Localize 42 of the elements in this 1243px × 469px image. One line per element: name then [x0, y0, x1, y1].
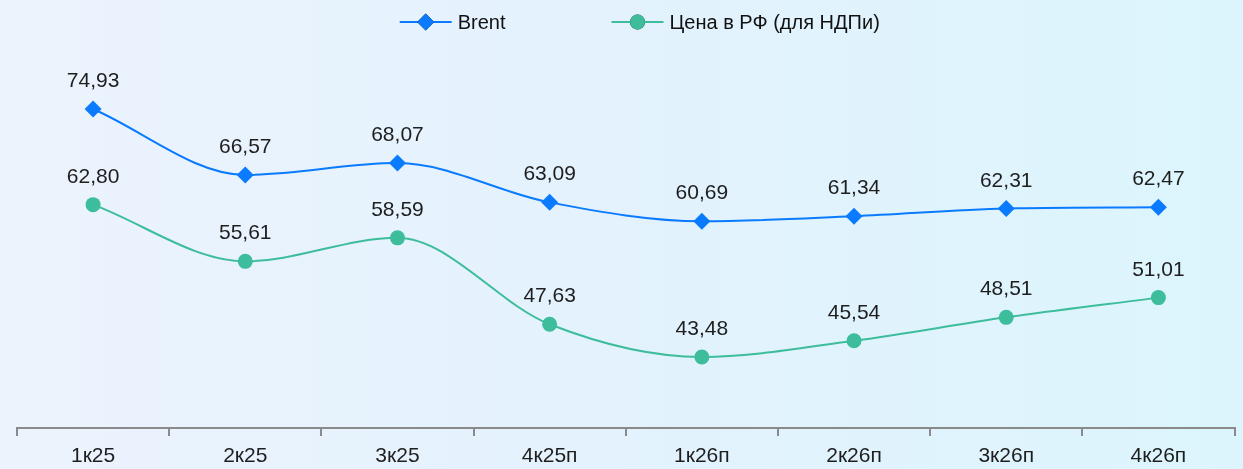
point: [84, 100, 102, 118]
point: [85, 197, 101, 213]
point: [541, 193, 559, 211]
data-label: 48,51: [979, 276, 1033, 300]
point: [693, 212, 711, 230]
point: [542, 316, 558, 332]
x-tick-label: 4к25п: [521, 443, 578, 467]
data-label: 61,34: [827, 175, 881, 199]
data-label: 60,69: [675, 180, 729, 204]
data-label: 62,47: [1132, 166, 1185, 190]
point: [845, 207, 863, 225]
point: [1149, 198, 1167, 216]
data-label: 45,54: [827, 299, 881, 323]
x-tick-label: 3к26п: [978, 443, 1035, 467]
x-tick-label: 4к26п: [1130, 443, 1187, 467]
x-tick-label: 1к26п: [674, 443, 730, 467]
legend-label: Цена в РФ (для НДПи): [669, 10, 880, 33]
point: [237, 253, 253, 269]
x-tick-label: 1к25: [70, 443, 116, 467]
point: [694, 349, 710, 365]
point: [388, 154, 406, 172]
x-tick-label: 2к25: [223, 443, 268, 467]
data-label: 55,61: [219, 220, 272, 244]
x-tick-label: 3к25: [375, 443, 420, 467]
data-label: 43,48: [675, 316, 729, 339]
legend-label: Brent: [457, 10, 506, 33]
x-tick-label: 2к26п: [826, 443, 882, 467]
data-label: 74,93: [66, 68, 120, 91]
point: [236, 166, 254, 184]
data-label: 58,59: [371, 196, 424, 220]
data-label: 62,31: [979, 167, 1033, 191]
data-label: 62,80: [66, 163, 120, 187]
data-label: 47,63: [523, 283, 576, 307]
data-label: 63,09: [523, 161, 576, 185]
data-label: 68,07: [371, 122, 424, 146]
point: [389, 230, 405, 246]
point: [997, 200, 1015, 218]
point: [846, 333, 862, 349]
point: [998, 309, 1014, 325]
point: [1150, 290, 1166, 306]
data-label: 51,01: [1132, 256, 1185, 280]
data-label: 66,57: [219, 133, 272, 157]
